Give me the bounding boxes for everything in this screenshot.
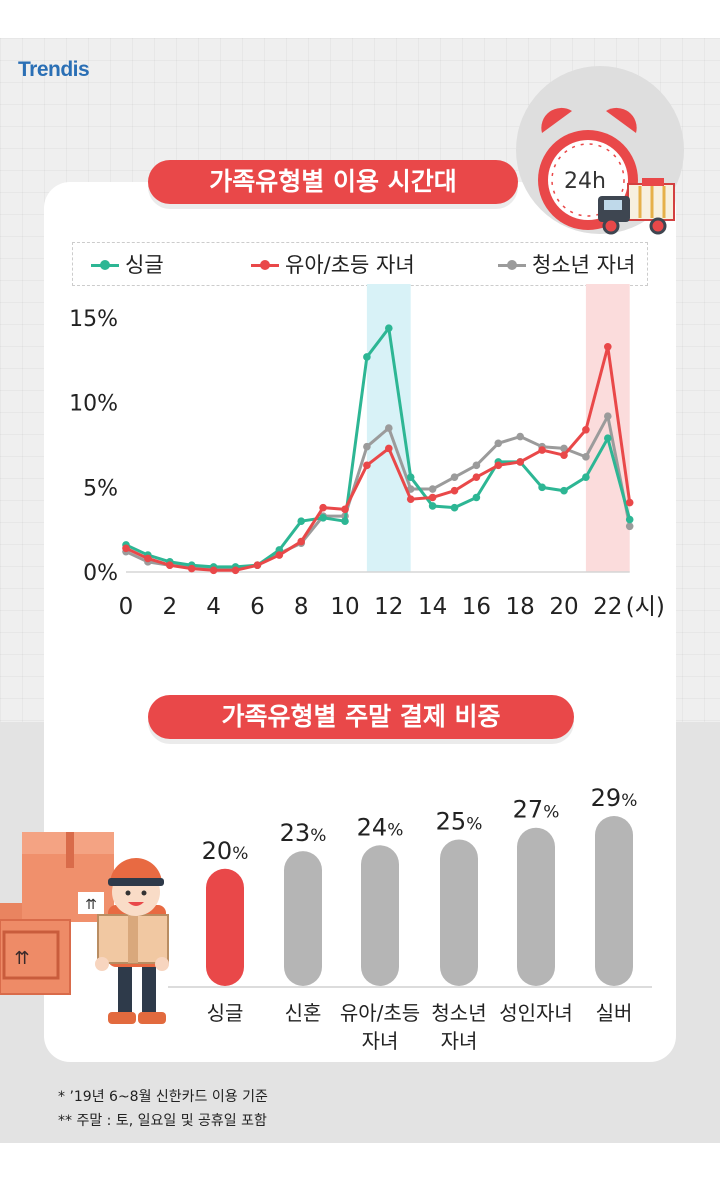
legend-item-child: 유아/초등 자녀 xyxy=(251,243,415,287)
legend-marker-child xyxy=(251,243,279,287)
legend-label-teen: 청소년 자녀 xyxy=(532,253,636,277)
chart1-title: 가족유형별 이용 시간대 xyxy=(148,160,518,204)
chart1-legend: 싱글 유아/초등 자녀 청소년 자녀 xyxy=(72,242,648,286)
legend-item-single: 싱글 xyxy=(91,243,164,287)
footnote-1: * ’19년 6~8월 신한카드 이용 기준 xyxy=(58,1089,268,1105)
legend-label-single: 싱글 xyxy=(125,253,164,277)
brand-logo: Trendis xyxy=(18,58,90,81)
content-card xyxy=(44,182,676,1062)
legend-marker-teen xyxy=(498,243,526,287)
legend-label-child: 유아/초등 자녀 xyxy=(285,253,415,277)
legend-item-teen: 청소년 자녀 xyxy=(498,243,635,287)
chart2-title: 가족유형별 주말 결제 비중 xyxy=(148,695,574,739)
footnote-2: ** 주말 : 토, 일요일 및 공휴일 포함 xyxy=(58,1113,267,1129)
legend-marker-single xyxy=(91,243,119,287)
